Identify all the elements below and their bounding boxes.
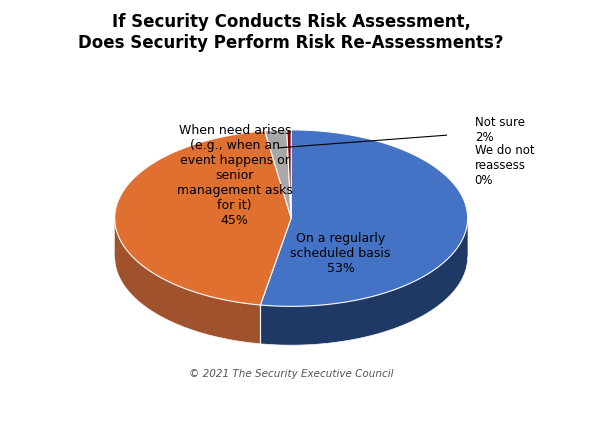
Polygon shape (115, 218, 260, 344)
Polygon shape (265, 130, 291, 218)
Text: On a regularly
scheduled basis
53%: On a regularly scheduled basis 53% (290, 232, 391, 275)
Ellipse shape (115, 169, 467, 345)
Polygon shape (287, 130, 291, 218)
Text: If Security Conducts Risk Assessment,
Does Security Perform Risk Re-Assessments?: If Security Conducts Risk Assessment, Do… (79, 14, 504, 52)
Polygon shape (260, 219, 467, 345)
Text: Not sure
2%: Not sure 2% (475, 116, 525, 144)
Polygon shape (260, 130, 467, 306)
Text: When need arises
(e.g., when an
event happens or
senior
management asks
for it)
: When need arises (e.g., when an event ha… (177, 124, 293, 227)
Text: We do not
reassess
0%: We do not reassess 0% (475, 144, 535, 187)
Polygon shape (115, 131, 291, 305)
Text: © 2021 The Security Executive Council: © 2021 The Security Executive Council (189, 369, 394, 379)
